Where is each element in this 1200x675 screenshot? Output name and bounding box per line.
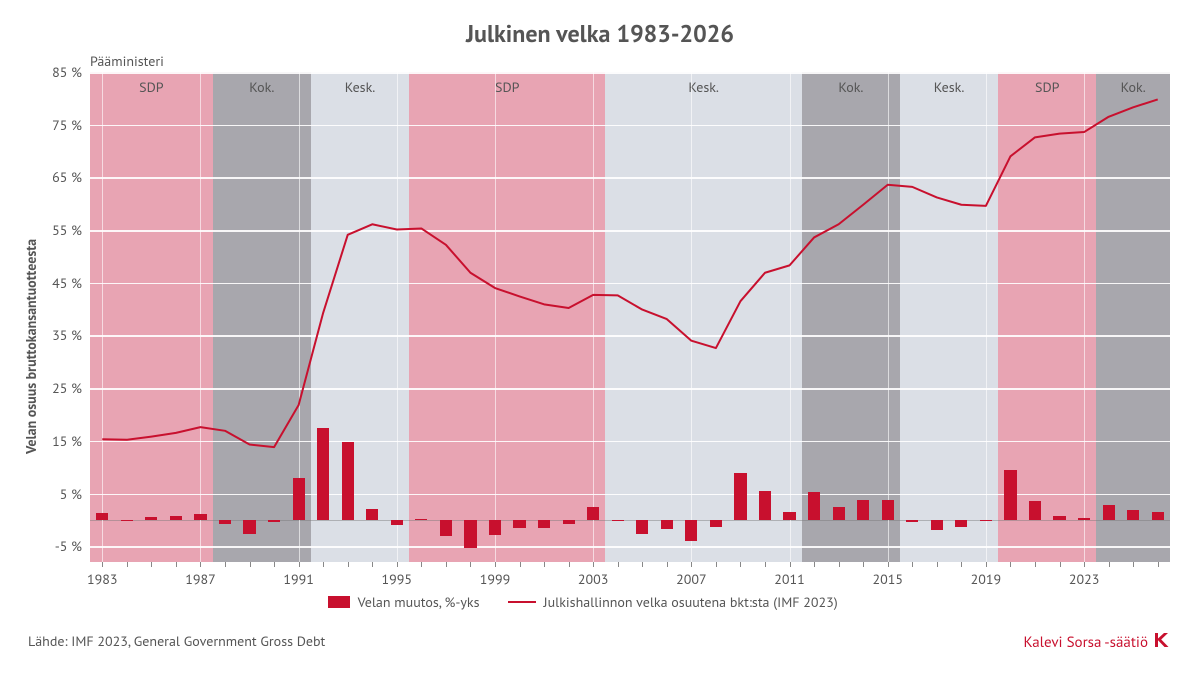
- legend-item: Julkishallinnon velka osuutena bkt:sta (…: [508, 593, 838, 611]
- y-tick-label: 35 %: [52, 326, 90, 344]
- x-tick-minor: [642, 562, 643, 567]
- legend: Velan muutos, %-yks Julkishallinnon velka…: [328, 593, 838, 611]
- x-tick-minor: [1109, 562, 1110, 567]
- x-tick-minor: [250, 562, 251, 567]
- x-tick-minor: [470, 562, 471, 567]
- x-tick-minor: [667, 562, 668, 567]
- x-tick-minor: [716, 562, 717, 567]
- y-tick-label: 25 %: [52, 379, 90, 397]
- y-tick-label: 5 %: [60, 485, 90, 503]
- y-tick-label: 85 %: [52, 63, 90, 81]
- x-tick-minor: [225, 562, 226, 567]
- x-tick-minor: [372, 562, 373, 567]
- x-tick-minor: [740, 562, 741, 567]
- x-tick-minor: [986, 562, 987, 567]
- x-tick-minor: [323, 562, 324, 567]
- x-tick-minor: [151, 562, 152, 567]
- source-text: Lähde: IMF 2023, General Government Gros…: [28, 632, 325, 650]
- x-tick-minor: [544, 562, 545, 567]
- chart-title: Julkinen velka 1983-2026: [0, 18, 1200, 49]
- debt-line: [102, 99, 1157, 447]
- pm-label: Pääministeri: [90, 52, 164, 70]
- plot-area: SDPKok.Kesk.SDPKesk.Kok.Kesk.SDPKok.-5 %…: [90, 72, 1170, 562]
- y-tick-label: 45 %: [52, 274, 90, 292]
- brand-icon: [1154, 632, 1172, 653]
- chart-container: Julkinen velka 1983-2026 Pääministeri Ve…: [0, 0, 1200, 675]
- x-tick-minor: [1158, 562, 1159, 567]
- legend-swatch-line: [508, 601, 536, 603]
- x-tick-minor: [765, 562, 766, 567]
- x-tick-minor: [961, 562, 962, 567]
- x-tick-minor: [691, 562, 692, 567]
- y-axis-title: Velan osuus bruttokansantuotteesta: [22, 239, 40, 454]
- y-tick-label: 55 %: [52, 221, 90, 239]
- legend-swatch-rect: [328, 596, 350, 608]
- x-tick-minor: [618, 562, 619, 567]
- x-tick-minor: [1084, 562, 1085, 567]
- legend-label: Julkishallinnon velka osuutena bkt:sta (…: [544, 593, 838, 611]
- line-layer: [90, 72, 1170, 562]
- x-tick-minor: [520, 562, 521, 567]
- x-tick-minor: [888, 562, 889, 567]
- x-tick-minor: [937, 562, 938, 567]
- x-tick-minor: [863, 562, 864, 567]
- x-tick-minor: [397, 562, 398, 567]
- x-tick-minor: [569, 562, 570, 567]
- x-tick-minor: [839, 562, 840, 567]
- x-tick-minor: [790, 562, 791, 567]
- x-tick-minor: [102, 562, 103, 567]
- x-tick-minor: [421, 562, 422, 567]
- footer-brand-text: Kalevi Sorsa -säätiö: [1023, 633, 1148, 652]
- y-tick-label: -5 %: [55, 537, 90, 555]
- x-tick-minor: [912, 562, 913, 567]
- x-tick-minor: [1133, 562, 1134, 567]
- x-tick-minor: [593, 562, 594, 567]
- x-tick-minor: [348, 562, 349, 567]
- footer-brand: Kalevi Sorsa -säätiö: [1023, 632, 1172, 653]
- legend-label: Velan muutos, %-yks: [358, 593, 480, 611]
- x-tick-minor: [1035, 562, 1036, 567]
- x-tick-minor: [176, 562, 177, 567]
- x-tick-minor: [200, 562, 201, 567]
- x-tick-minor: [446, 562, 447, 567]
- y-tick-label: 75 %: [52, 116, 90, 134]
- x-tick-minor: [1060, 562, 1061, 567]
- y-tick-label: 65 %: [52, 168, 90, 186]
- x-tick-minor: [127, 562, 128, 567]
- legend-item: Velan muutos, %-yks: [328, 593, 480, 611]
- x-tick-minor: [495, 562, 496, 567]
- y-tick-label: 15 %: [52, 432, 90, 450]
- x-tick-minor: [814, 562, 815, 567]
- x-tick-minor: [1010, 562, 1011, 567]
- x-tick-minor: [274, 562, 275, 567]
- x-tick-minor: [299, 562, 300, 567]
